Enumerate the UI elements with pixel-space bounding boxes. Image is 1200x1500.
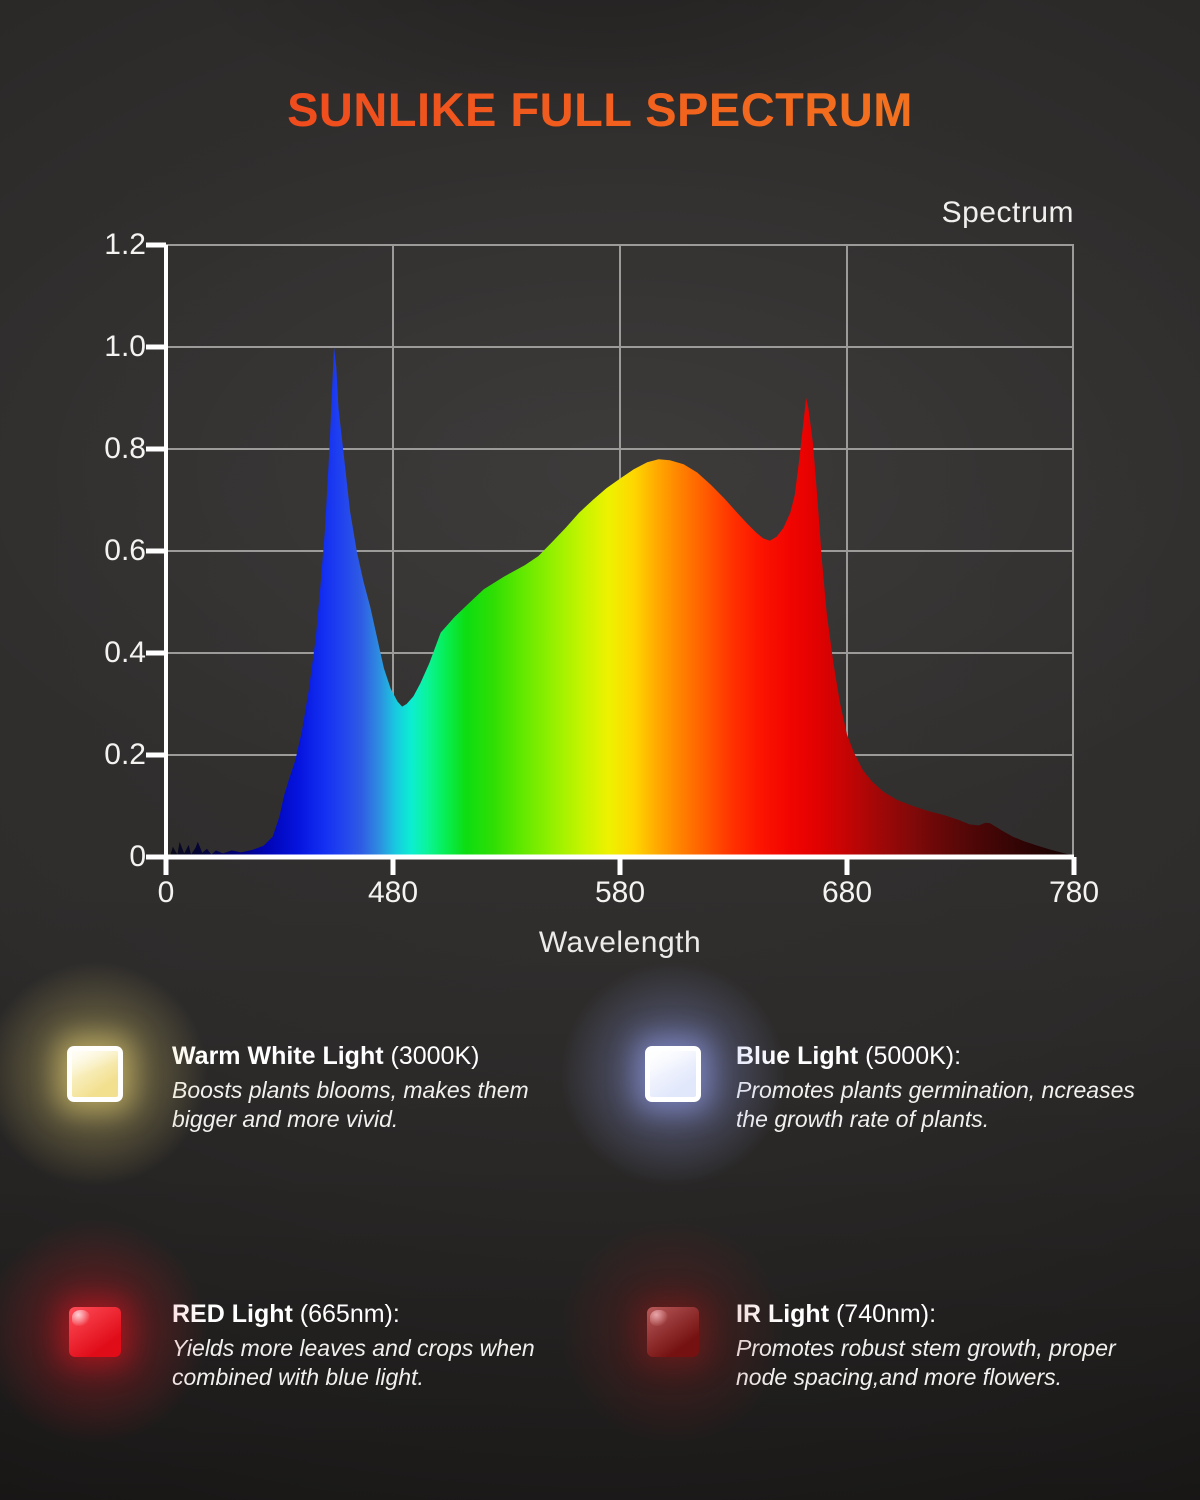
red-led-wrap [0, 1204, 223, 1460]
feature-spec: (3000K) [390, 1042, 480, 1070]
feature-title: Blue Light (5000K): [736, 1041, 1135, 1072]
feature-title: IR Light (740nm): [736, 1299, 1116, 1330]
chart-axes [146, 242, 1077, 875]
description-line: Promotes plants germination, ncreases [736, 1077, 1135, 1103]
y-tick-label: 1.2 [104, 228, 146, 261]
description-line: the growth rate of plants. [736, 1106, 990, 1132]
feature-description: Yields more leaves and crops when combin… [172, 1334, 535, 1392]
blue-led-wrap [545, 946, 801, 1202]
feature-name: IR Light [736, 1300, 830, 1328]
feature-name: Warm White Light [172, 1042, 384, 1070]
y-tick-label: 0.6 [104, 534, 146, 567]
spectrum-chart [146, 242, 1077, 875]
ir-led-wrap [545, 1204, 801, 1460]
x-tick-label: 0 [157, 876, 175, 909]
y-tick-label: 0 [129, 840, 146, 873]
feature-spec: (740nm): [835, 1300, 937, 1328]
blue-led-icon [645, 1046, 701, 1102]
feature-description: Promotes plants germination, ncreases th… [736, 1076, 1135, 1134]
ir-led-icon [647, 1307, 699, 1357]
feature-blue-light: Blue Light (5000K): Promotes plants germ… [545, 946, 1180, 1202]
red-led-icon [69, 1307, 121, 1357]
description-line: Promotes robust stem growth, proper [736, 1335, 1116, 1361]
warm-white-led-icon [67, 1046, 123, 1102]
page-title: SUNLIKE FULL SPECTRUM [0, 82, 1200, 137]
y-tick-label: 0.2 [104, 738, 146, 771]
feature-name: Blue Light [736, 1042, 859, 1070]
spectrum-svg [146, 242, 1077, 875]
spectrum-area [166, 347, 1074, 857]
feature-name: RED Light [172, 1300, 293, 1328]
description-line: Yields more leaves and crops when [172, 1335, 535, 1361]
x-axis-title: Wavelength [538, 926, 702, 959]
feature-title: RED Light (665nm): [172, 1299, 535, 1330]
warm-white-led-wrap [0, 946, 223, 1202]
x-tick-label: 680 [821, 876, 873, 909]
feature-ir-light: IR Light (740nm): Promotes robust stem g… [545, 1204, 1180, 1460]
feature-title: Warm White Light (3000K) [172, 1041, 529, 1072]
feature-red-light: RED Light (665nm): Yields more leaves an… [0, 1204, 602, 1460]
feature-spec: (5000K): [865, 1042, 962, 1070]
x-tick-label: 480 [367, 876, 419, 909]
chart-legend-label: Spectrum [941, 196, 1074, 229]
x-tick-label: 580 [594, 876, 646, 909]
feature-description: Promotes robust stem growth, proper node… [736, 1334, 1116, 1392]
description-line: node spacing,and more flowers. [736, 1364, 1063, 1390]
feature-warm-white-light: Warm White Light (3000K) Boosts plants b… [0, 946, 602, 1202]
y-tick-label: 0.4 [104, 636, 146, 669]
y-tick-label: 1.0 [104, 330, 146, 363]
description-line: Boosts plants blooms, makes them [172, 1077, 529, 1103]
description-line: combined with blue light. [172, 1364, 424, 1390]
x-tick-label: 780 [1048, 876, 1100, 909]
feature-spec: (665nm): [299, 1300, 400, 1328]
y-tick-label: 0.8 [104, 432, 146, 465]
feature-description: Boosts plants blooms, makes them bigger … [172, 1076, 529, 1134]
description-line: bigger and more vivid. [172, 1106, 399, 1132]
